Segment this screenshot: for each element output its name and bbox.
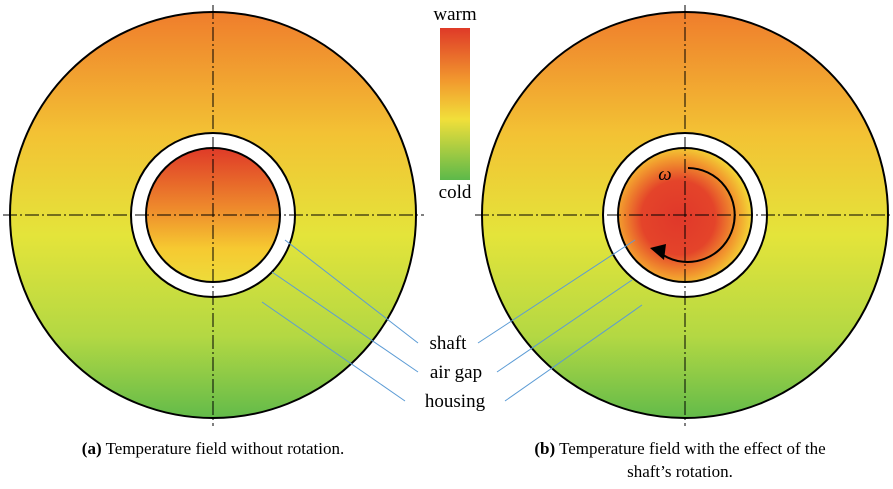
- right-section: ω: [475, 5, 893, 426]
- label: air gap: [430, 362, 482, 383]
- color-bar: [440, 28, 470, 180]
- label: shaft: [430, 333, 468, 354]
- legend-top: warm: [433, 4, 476, 25]
- caption: (b) Temperature field with the effect of…: [534, 439, 825, 458]
- caption: (a) Temperature field without rotation.: [82, 439, 344, 458]
- left-section: [3, 5, 424, 426]
- label: housing: [425, 391, 486, 412]
- caption: shaft’s rotation.: [627, 462, 733, 481]
- figure: ω warm cold shaft air gap housing (a) Te…: [0, 0, 893, 489]
- legend-bottom: cold: [439, 182, 472, 203]
- omega: ω: [658, 164, 671, 185]
